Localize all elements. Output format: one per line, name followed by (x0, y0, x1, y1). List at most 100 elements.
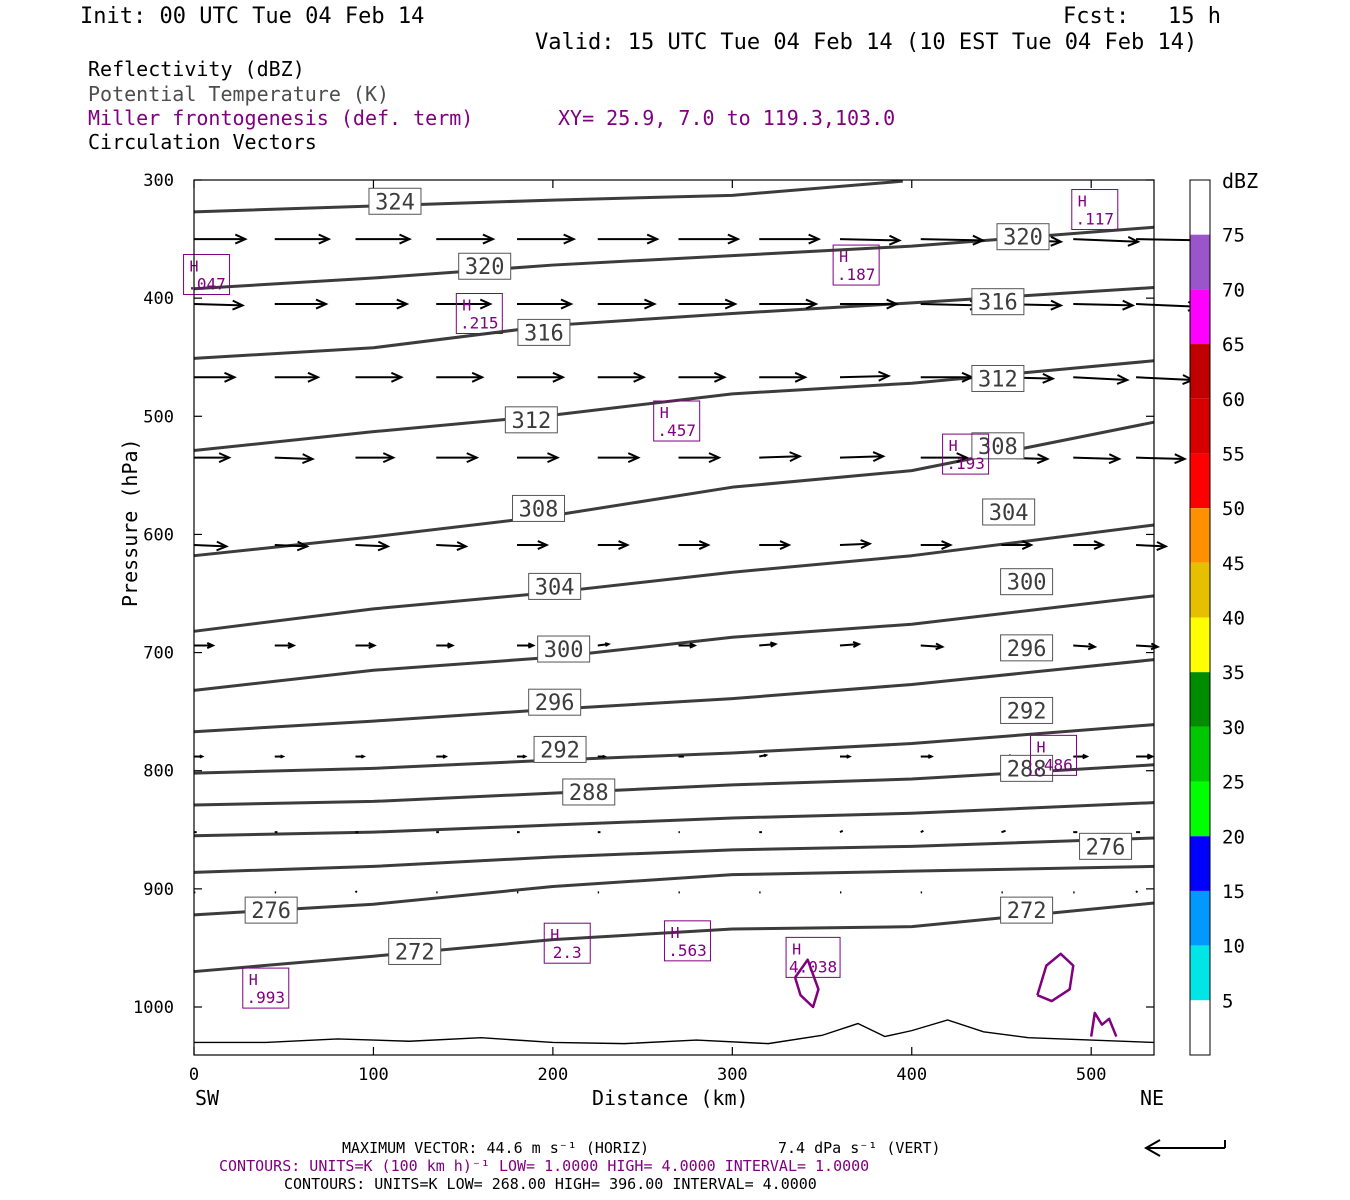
fronto-max-box (663, 920, 711, 962)
theta-contour-292 (193, 723, 1155, 775)
theta-label-text: 296 (535, 691, 575, 716)
theta-label-288: 288 (1000, 754, 1054, 782)
vector-arrow (436, 754, 449, 759)
vector-arrow (920, 754, 934, 759)
vector-head (1036, 453, 1050, 465)
theta-label-text: 320 (465, 255, 505, 280)
vector-arrow (839, 539, 873, 550)
y-tick-label: 800 (143, 762, 174, 782)
vector-arrow (354, 890, 358, 894)
vector-arrow (759, 233, 822, 245)
vector-arrow (436, 233, 496, 245)
vector-arrow (436, 298, 493, 310)
theta-label-text: 316 (978, 291, 1018, 316)
theta-label-text: 288 (1007, 757, 1047, 782)
fronto-max-value: .193 (946, 454, 985, 473)
colorbar: dBZ 5 10 15 20 25 30 35 40 45 50 55 60 65 70 75 (1189, 169, 1258, 1056)
vector-arrow (1136, 374, 1196, 385)
vector-shaft (355, 544, 388, 548)
theta-label-304: 304 (528, 572, 582, 600)
theta-contour-280 (193, 836, 1155, 874)
vector-head (396, 298, 410, 310)
theta-label-312: 312 (971, 364, 1025, 392)
vector-shaft (920, 238, 983, 242)
fronto-max-value: .187 (837, 265, 876, 284)
init-time: Init: 00 UTC Tue 04 Feb 14 (80, 4, 425, 29)
vector-head (888, 234, 902, 246)
x-tick-label: 0 (189, 1065, 199, 1085)
vector-head (770, 641, 778, 648)
y-tick-label: 400 (143, 289, 174, 309)
theta-label-text: 276 (251, 899, 291, 924)
colorbar-label: 65 (1222, 334, 1245, 356)
vector-arrow (1073, 299, 1136, 311)
valid-time: Valid: 15 UTC Tue 04 Feb 14 (10 EST Tue … (535, 30, 1198, 55)
vector-head (724, 298, 738, 310)
vector-arrow (355, 452, 396, 464)
vector-head (1042, 372, 1056, 384)
fronto-max-value: 2.3 (553, 943, 582, 962)
vector-arrow (355, 371, 404, 383)
vector-head (206, 642, 216, 649)
x-tick-label: 500 (1076, 1065, 1107, 1085)
colorbar-unit: dBZ (1222, 169, 1258, 193)
vector-arrow (920, 452, 970, 464)
axes: 300 400 500 600 700 800 900 1000 0 100 200 300 400 50… (133, 171, 1154, 1085)
vector-head (1146, 753, 1155, 760)
y-axis-label: Pressure (hPa) (118, 438, 142, 607)
vector-head (287, 642, 297, 649)
theta-label-box (533, 735, 587, 763)
vector-arrow (516, 540, 550, 550)
colorbar-bin (1190, 289, 1210, 345)
vector-shaft (1136, 376, 1193, 381)
fronto-max-value: .486 (1034, 755, 1073, 774)
theta-label-box (512, 494, 566, 522)
vector-head (956, 452, 970, 464)
theta-contour-288 (193, 763, 1155, 807)
theta-label-text: 304 (535, 575, 575, 600)
vector-arrow (516, 371, 566, 383)
vector-head (633, 371, 647, 383)
vector-arrow (355, 642, 377, 649)
vector-shaft (436, 544, 466, 548)
vector-arrow (274, 642, 297, 649)
vector-shaft (920, 829, 924, 834)
theta-label-292: 292 (533, 735, 587, 763)
vector-head (1108, 453, 1122, 465)
vector-head (216, 540, 229, 552)
vector-head (779, 540, 792, 550)
vector-head (218, 452, 232, 464)
theta-label-box (1000, 896, 1054, 924)
vector-arrow (759, 641, 778, 648)
theta-label-276: 276 (1079, 832, 1133, 860)
vector-head (368, 642, 377, 649)
vector-arrow (678, 540, 711, 550)
vector-arrow (1073, 642, 1098, 651)
vector-shaft (1073, 456, 1120, 460)
fronto-max-box (1030, 734, 1078, 776)
theta-contours (193, 179, 1155, 974)
vector-arrow (516, 233, 577, 245)
colorbar-bin (1190, 617, 1210, 673)
vector-head (296, 540, 310, 552)
theta-label-text: 272 (395, 940, 435, 965)
vector-head (456, 541, 469, 551)
vector-shaft (274, 456, 313, 460)
vector-arrow (839, 451, 886, 462)
theta-contour-316 (193, 286, 1155, 360)
vector-arrow (1073, 374, 1130, 385)
vector-head (713, 371, 727, 383)
vector-arrow (678, 371, 727, 383)
vector-shaft (1136, 456, 1185, 460)
vector-arrow (436, 541, 469, 551)
vector-arrow (759, 540, 792, 550)
theta-label-text: 272 (1007, 899, 1047, 924)
vector-shaft (920, 644, 943, 648)
fronto-max: H.193 (942, 433, 990, 475)
vector-arrow (194, 642, 216, 649)
fronto-max: H.187 (832, 244, 880, 286)
vector-head (302, 453, 315, 465)
fronto-max: H4.038 (785, 936, 841, 978)
theta-label-text: 308 (978, 435, 1018, 460)
vector-head (941, 540, 953, 550)
